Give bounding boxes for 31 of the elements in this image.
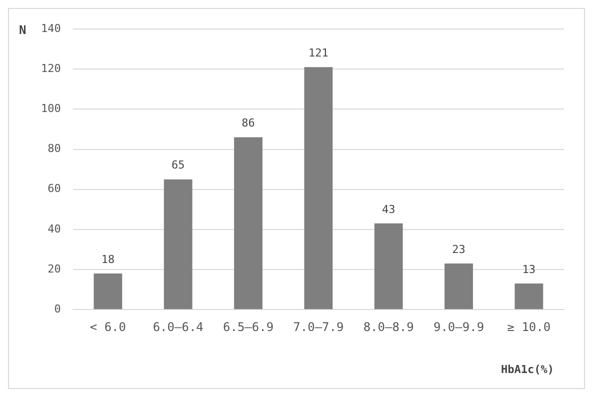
bar [374,223,403,310]
y-tick-label: 0 [54,302,61,316]
bar [304,67,333,310]
x-tick-label: 7.0–7.9 [293,320,344,334]
data-label: 121 [308,46,328,60]
x-tick-label: 9.0–9.9 [433,320,484,334]
x-tick-label: 6.5–6.9 [222,320,274,334]
bar [444,264,473,310]
data-label: 18 [101,252,115,266]
data-label: 23 [452,242,466,256]
x-tick-label: ≥ 10.0 [507,320,551,334]
data-label: 86 [242,116,255,130]
data-label: 13 [522,262,536,276]
x-tick-label: < 6.0 [90,320,126,334]
x-tick-label: 6.0–6.4 [152,320,204,334]
bar [514,284,544,310]
y-tick-label: 140 [40,22,61,35]
y-tick-label: 20 [48,262,61,276]
x-tick-label: 8.0–8.9 [363,320,414,334]
y-tick-label: 60 [48,182,61,196]
y-tick-label: 80 [48,142,61,156]
data-label: 65 [171,158,185,172]
y-tick-label: 40 [48,222,61,236]
y-tick-label: 120 [40,62,61,75]
bar [164,179,192,310]
bar [234,137,262,310]
data-label: 43 [382,202,396,216]
x-axis-title: HbA1c(%) [501,363,554,376]
y-axis-title: N [19,23,26,37]
bar [94,274,122,310]
y-tick-label: 100 [40,102,61,116]
